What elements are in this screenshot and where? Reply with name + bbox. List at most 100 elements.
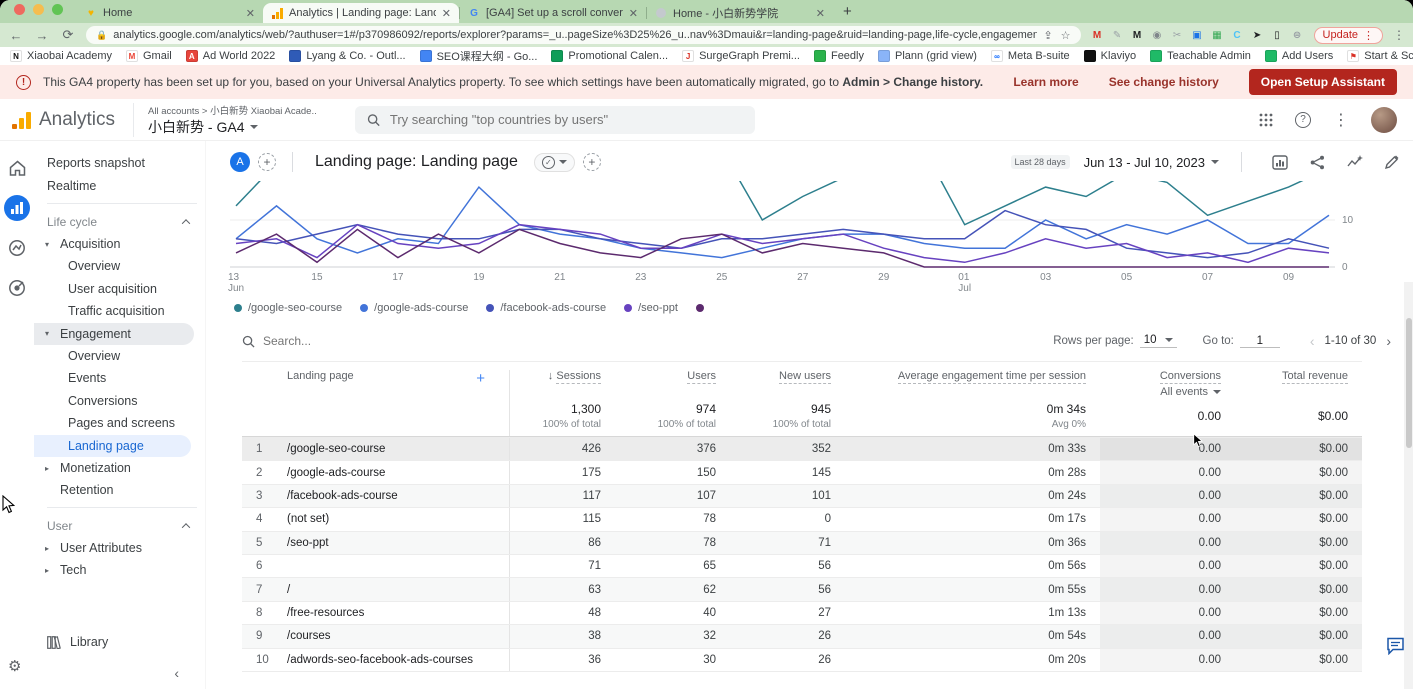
extension-icon[interactable]: ▣ [1191,29,1204,42]
search-input[interactable] [390,112,743,127]
table-row[interactable]: 7/6362560m 55s0.00$0.00 [242,577,1362,600]
avatar[interactable] [1371,107,1397,133]
column-header-engagement-time[interactable]: Average engagement time per session [898,370,1086,384]
tab-close-icon[interactable]: ✕ [442,7,451,20]
feedback-chat-icon[interactable] [1386,637,1405,655]
collapse-sidebar-icon[interactable]: ‹ [174,665,179,681]
bookmark-item[interactable]: Promotional Calen... [551,50,668,62]
extension-icon[interactable]: M [1131,29,1144,42]
close-window-button[interactable] [14,4,25,15]
extension-icon[interactable]: ✎ [1111,29,1124,42]
bookmark-item[interactable]: JSurgeGraph Premi... [682,50,800,62]
apps-grid-icon[interactable] [1259,113,1273,127]
tab-close-icon[interactable]: ✕ [629,7,638,20]
explore-nav-icon[interactable] [4,235,30,261]
sidebar-group-user-attributes[interactable]: ▸User Attributes [34,537,205,559]
add-comparison-icon[interactable]: + [258,153,276,171]
table-row[interactable]: 10/adwords-seo-facebook-ads-courses36302… [242,648,1362,671]
global-search[interactable] [355,106,755,134]
sidebar-section-user[interactable]: User [34,514,205,537]
browser-tab-home-xiaobai[interactable]: Home - 小白新势学院 ✕ [647,3,833,23]
sidebar-group-engagement[interactable]: ▾Engagement [34,323,194,345]
home-nav-icon[interactable] [4,155,30,181]
account-switcher[interactable]: All accounts > 小白新势 Xiaobai Acade.. 小白新势… [133,103,317,137]
header-menu-icon[interactable]: ⋮ [1333,110,1349,130]
address-bar[interactable]: 🔒 analytics.google.com/analytics/web/?au… [86,26,1081,44]
bookmark-item[interactable]: Plann (grid view) [878,50,977,62]
extension-icon[interactable]: ➤ [1251,29,1264,42]
sidebar-item-conversions[interactable]: Conversions [34,390,205,413]
share-icon[interactable] [1310,155,1325,170]
edit-pencil-icon[interactable] [1385,155,1399,169]
bookmark-item[interactable]: MGmail [126,50,172,62]
table-search-input[interactable] [263,334,483,348]
sidebar-item-traffic-acquisition[interactable]: Traffic acquisition [34,300,205,323]
advertising-nav-icon[interactable] [4,275,30,301]
sidebar-item-library[interactable]: Library [47,635,108,649]
table-row[interactable]: 3/facebook-ads-course1171071010m 24s0.00… [242,484,1362,507]
sidebar-item-pages-and-screens[interactable]: Pages and screens [34,412,205,435]
legend-item[interactable] [696,304,710,312]
column-header-total-revenue[interactable]: Total revenue [1282,370,1348,384]
reload-button[interactable]: ⟳ [60,27,76,43]
table-row[interactable]: 4(not set)1157800m 17s0.00$0.00 [242,507,1362,530]
extension-icon[interactable]: ▦ [1211,29,1224,42]
extension-icon[interactable]: ⊜ [1291,29,1304,42]
learn-more-link[interactable]: Learn more [1013,75,1078,89]
open-setup-assistant-button[interactable]: Open Setup Assistant [1249,69,1397,95]
bookmark-item[interactable]: Teachable Admin [1150,50,1251,62]
browser-tab-home[interactable]: ♥ Home ✕ [77,3,263,23]
compare-report-icon[interactable] [1272,155,1288,170]
tab-close-icon[interactable]: ✕ [246,7,255,20]
column-header-sessions[interactable]: Sessions [556,370,601,384]
column-header-new-users[interactable]: New users [779,370,831,384]
sidebar-item-realtime[interactable]: Realtime [34,174,205,197]
conversions-event-filter[interactable]: All events [1160,386,1221,398]
reports-nav-icon[interactable] [4,195,30,221]
sidebar-item-retention[interactable]: Retention [34,479,205,501]
admin-gear-icon[interactable]: ⚙ [8,657,21,675]
legend-item[interactable]: /facebook-ads-course [486,302,606,314]
extension-icon[interactable]: M [1091,29,1104,42]
browser-tab-analytics[interactable]: Analytics | Landing page: Land ✕ [263,3,459,23]
legend-item[interactable]: /google-ads-course [360,302,468,314]
column-header-users[interactable]: Users [687,370,716,384]
table-search[interactable] [242,334,1027,348]
sidebar-item-reports-snapshot[interactable]: Reports snapshot [34,151,205,174]
bookmark-item[interactable]: ⚑Start & Scale Your... [1347,50,1413,62]
add-report-icon[interactable]: + [583,153,601,171]
minimize-window-button[interactable] [33,4,44,15]
add-dimension-icon[interactable]: + [476,370,485,387]
table-row[interactable]: 5/seo-ppt8678710m 36s0.00$0.00 [242,531,1362,554]
new-tab-button[interactable]: + [833,3,862,23]
goto-page-input[interactable] [1240,335,1280,348]
sidebar-item-engagement-overview[interactable]: Overview [34,345,205,368]
bookmark-item[interactable]: Add Users [1265,50,1333,62]
rows-per-page-select[interactable]: 10 [1140,334,1177,348]
extension-icon[interactable]: ✂ [1171,29,1184,42]
window-controls[interactable] [10,0,77,23]
sidebar-group-monetization[interactable]: ▸Monetization [34,457,205,479]
bookmark-item[interactable]: AAd World 2022 [186,50,276,62]
table-row[interactable]: 2/google-ads-course1751501450m 28s0.00$0… [242,460,1362,483]
bookmark-star-icon[interactable]: ☆ [1061,29,1071,42]
date-range-picker[interactable]: Jun 13 - Jul 10, 2023 [1084,155,1219,170]
see-change-history-link[interactable]: See change history [1109,75,1219,89]
table-row[interactable]: 9/courses3832260m 54s0.00$0.00 [242,624,1362,647]
sidebar-group-tech[interactable]: ▸Tech [34,559,205,581]
update-button[interactable]: Update ⋮ [1314,27,1383,44]
table-row[interactable]: 67165560m 56s0.00$0.00 [242,554,1362,577]
table-row[interactable]: 8/free-resources4840271m 13s0.00$0.00 [242,601,1362,624]
sidebar-item-acquisition-overview[interactable]: Overview [34,255,205,278]
sidebar-section-life-cycle[interactable]: Life cycle [34,210,205,233]
legend-item[interactable]: /seo-ppt [624,302,678,314]
sidebar-group-acquisition[interactable]: ▾Acquisition [34,233,205,255]
sidebar-item-landing-page[interactable]: Landing page [34,435,191,458]
browser-tab-ga4-scroll[interactable]: G [GA4] Set up a scroll conversi ✕ [460,3,646,23]
next-page-icon[interactable]: › [1382,333,1395,349]
sidebar-item-events[interactable]: Events [34,367,205,390]
scrollbar-thumb[interactable] [1406,318,1412,448]
column-header-conversions[interactable]: Conversions [1160,370,1221,384]
maximize-window-button[interactable] [52,4,63,15]
report-status-chip[interactable]: ✓ [534,153,575,172]
